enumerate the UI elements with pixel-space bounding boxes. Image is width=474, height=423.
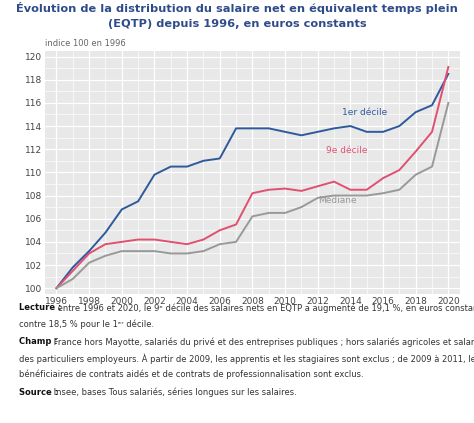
Text: Médiane: Médiane — [318, 196, 356, 205]
Text: Insee, bases Tous salariés, séries longues sur les salaires.: Insee, bases Tous salariés, séries longu… — [51, 387, 296, 397]
Text: bénéficiaires de contrats aidés et de contrats de professionnalisation sont excl: bénéficiaires de contrats aidés et de co… — [19, 370, 364, 379]
Text: France hors Mayotte, salariés du privé et des entreprises publiques ; hors salar: France hors Mayotte, salariés du privé e… — [51, 337, 474, 347]
Text: entre 1996 et 2020, le 9ᵉ décile des salaires nets en EQTP a augmenté de 19,1 %,: entre 1996 et 2020, le 9ᵉ décile des sal… — [55, 303, 474, 313]
Text: indice 100 en 1996: indice 100 en 1996 — [45, 39, 126, 48]
Text: Champ :: Champ : — [19, 337, 57, 346]
Text: contre 18,5 % pour le 1ᵉʳ décile.: contre 18,5 % pour le 1ᵉʳ décile. — [19, 319, 154, 329]
Text: Lecture :: Lecture : — [19, 303, 61, 312]
Text: 1er décile: 1er décile — [342, 108, 387, 117]
Text: (EQTP) depuis 1996, en euros constants: (EQTP) depuis 1996, en euros constants — [108, 19, 366, 29]
Text: des particuliers employeurs. À partir de 2009, les apprentis et les stagiaires s: des particuliers employeurs. À partir de… — [19, 354, 474, 364]
Text: 9e décile: 9e décile — [326, 146, 367, 155]
Text: Source :: Source : — [19, 387, 58, 396]
Text: Évolution de la distribution du salaire net en équivalent temps plein: Évolution de la distribution du salaire … — [16, 2, 458, 14]
